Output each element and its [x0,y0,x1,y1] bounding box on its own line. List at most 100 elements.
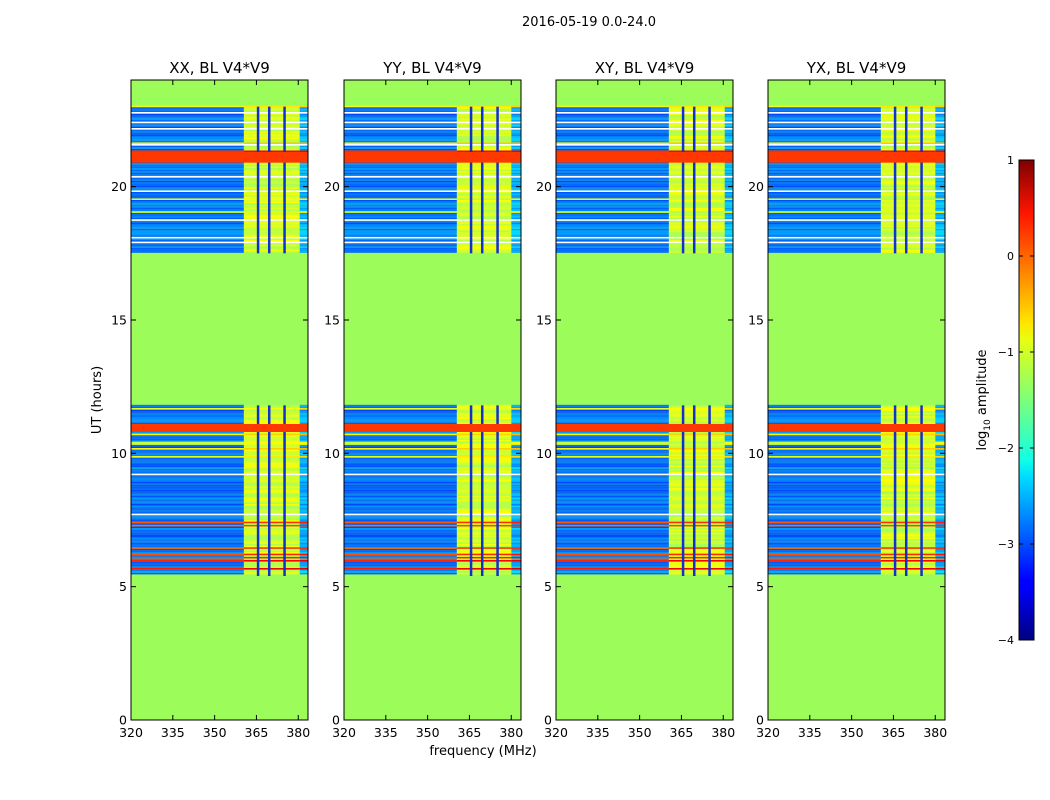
data-row [131,118,244,120]
rfi-band-row [668,464,725,466]
data-row [768,467,881,469]
data-row [768,408,881,410]
data-row [556,451,669,453]
rfi-band-row [668,192,725,194]
data-row [556,449,669,452]
data-row-edge [935,249,945,252]
data-row [768,475,881,477]
gap-row [131,513,308,516]
rfi-band-row [668,411,725,413]
rfi-band-row [880,172,936,175]
data-row-edge [299,566,308,568]
data-row-edge [935,201,945,204]
rfi-band-row [243,563,300,565]
rfi-band-row [456,550,512,552]
rfi-band-row [668,550,725,552]
rfi-band-row [243,540,300,543]
data-row [556,475,669,477]
rfi-band-row [668,462,725,464]
rfi-band-row [880,526,936,528]
data-row [768,539,881,541]
rfi-band-row [668,419,725,421]
data-row [344,174,457,176]
rfi-band-row [243,555,300,557]
data-row [768,416,881,418]
data-row-edge [724,475,733,477]
data-row-edge [935,454,945,456]
data-row-edge [299,217,308,220]
data-row [344,536,457,538]
rfi-band-row [456,558,512,560]
data-row [556,171,669,173]
data-row [131,225,244,228]
data-row [556,238,669,240]
data-row [768,145,881,148]
data-row [556,553,669,556]
rfi-band-row [456,184,512,186]
data-row-edge [724,417,733,420]
rfi-band-row [880,150,936,152]
data-row [344,248,457,250]
rfi-band-row [243,523,300,525]
data-row-edge [935,526,945,528]
rfi-band-row [456,512,512,514]
rfi-band-row [880,232,936,234]
rfi-band-row [456,526,512,528]
rfi-band-row [243,436,300,439]
data-row-edge [299,142,308,144]
rfi-band-row [880,512,936,514]
data-row-edge [511,524,521,527]
rfi-band-row [456,553,512,556]
data-row [768,134,881,136]
rfi-band-row [880,416,936,418]
data-row [556,524,669,527]
data-row-edge [511,544,521,546]
rfi-band-row [880,195,936,197]
data-row-edge [935,552,945,554]
data-row-edge [299,475,308,477]
rfi-band-row [880,201,936,204]
data-row [556,147,669,149]
data-row [344,235,457,237]
data-row [556,454,669,456]
data-row-edge [724,528,733,530]
data-row-edge [299,531,308,533]
rfi-band-row [880,548,936,551]
rfi-band-row [668,134,725,136]
data-row [768,174,881,176]
data-row [344,534,457,536]
data-row [768,449,881,452]
rfi-band-row [456,456,512,458]
data-row-edge [511,560,521,562]
data-row [344,540,457,543]
data-row [344,211,457,213]
data-row [344,468,457,471]
rfi-band-row [456,472,512,474]
data-row [131,558,244,560]
data-row-edge [935,416,945,418]
data-row-edge [935,472,945,474]
data-row [344,457,457,460]
data-row-edge [935,449,945,452]
colorbar-tick-label: −4 [998,634,1014,647]
rfi-band-row [243,164,300,167]
data-row-edge [511,558,521,560]
data-row-edge [935,163,945,165]
rfi-band-row [456,563,512,565]
data-row [556,496,669,498]
data-row-edge [724,209,733,212]
data-row-edge [299,460,308,463]
data-row [344,179,457,181]
data-row-edge [724,547,733,549]
data-row [344,518,457,520]
data-row [556,502,669,504]
data-row [556,483,669,485]
data-row-edge [299,201,308,204]
data-row-edge [511,459,521,461]
data-row-edge [299,444,308,447]
data-row-edge [299,409,308,412]
data-row [344,422,457,424]
data-row-edge [511,515,521,517]
data-row [344,515,457,517]
data-row-edge [299,116,308,119]
